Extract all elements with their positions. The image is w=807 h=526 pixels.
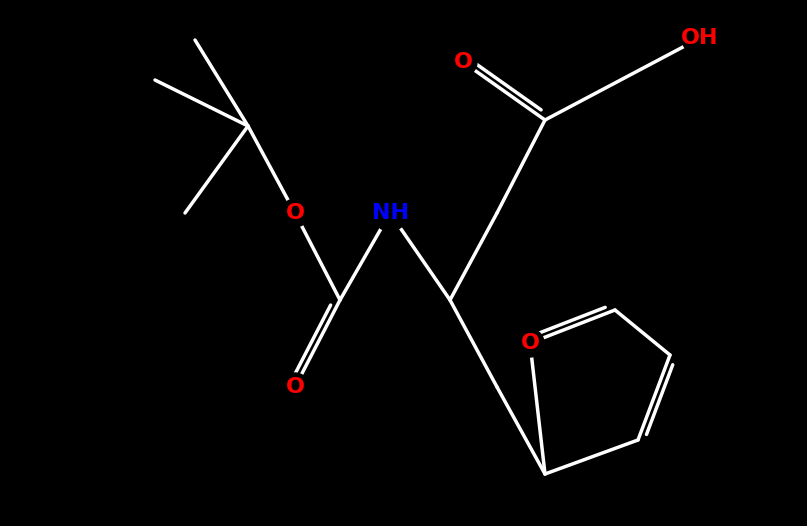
Circle shape <box>516 329 544 357</box>
Circle shape <box>682 20 718 56</box>
Text: O: O <box>521 333 540 353</box>
Circle shape <box>281 373 309 401</box>
Text: OH: OH <box>681 28 719 48</box>
Text: O: O <box>286 203 304 223</box>
Circle shape <box>449 48 477 76</box>
Text: O: O <box>454 52 473 72</box>
Circle shape <box>281 199 309 227</box>
Text: NH: NH <box>371 203 408 223</box>
Circle shape <box>372 195 408 231</box>
Text: O: O <box>286 377 304 397</box>
